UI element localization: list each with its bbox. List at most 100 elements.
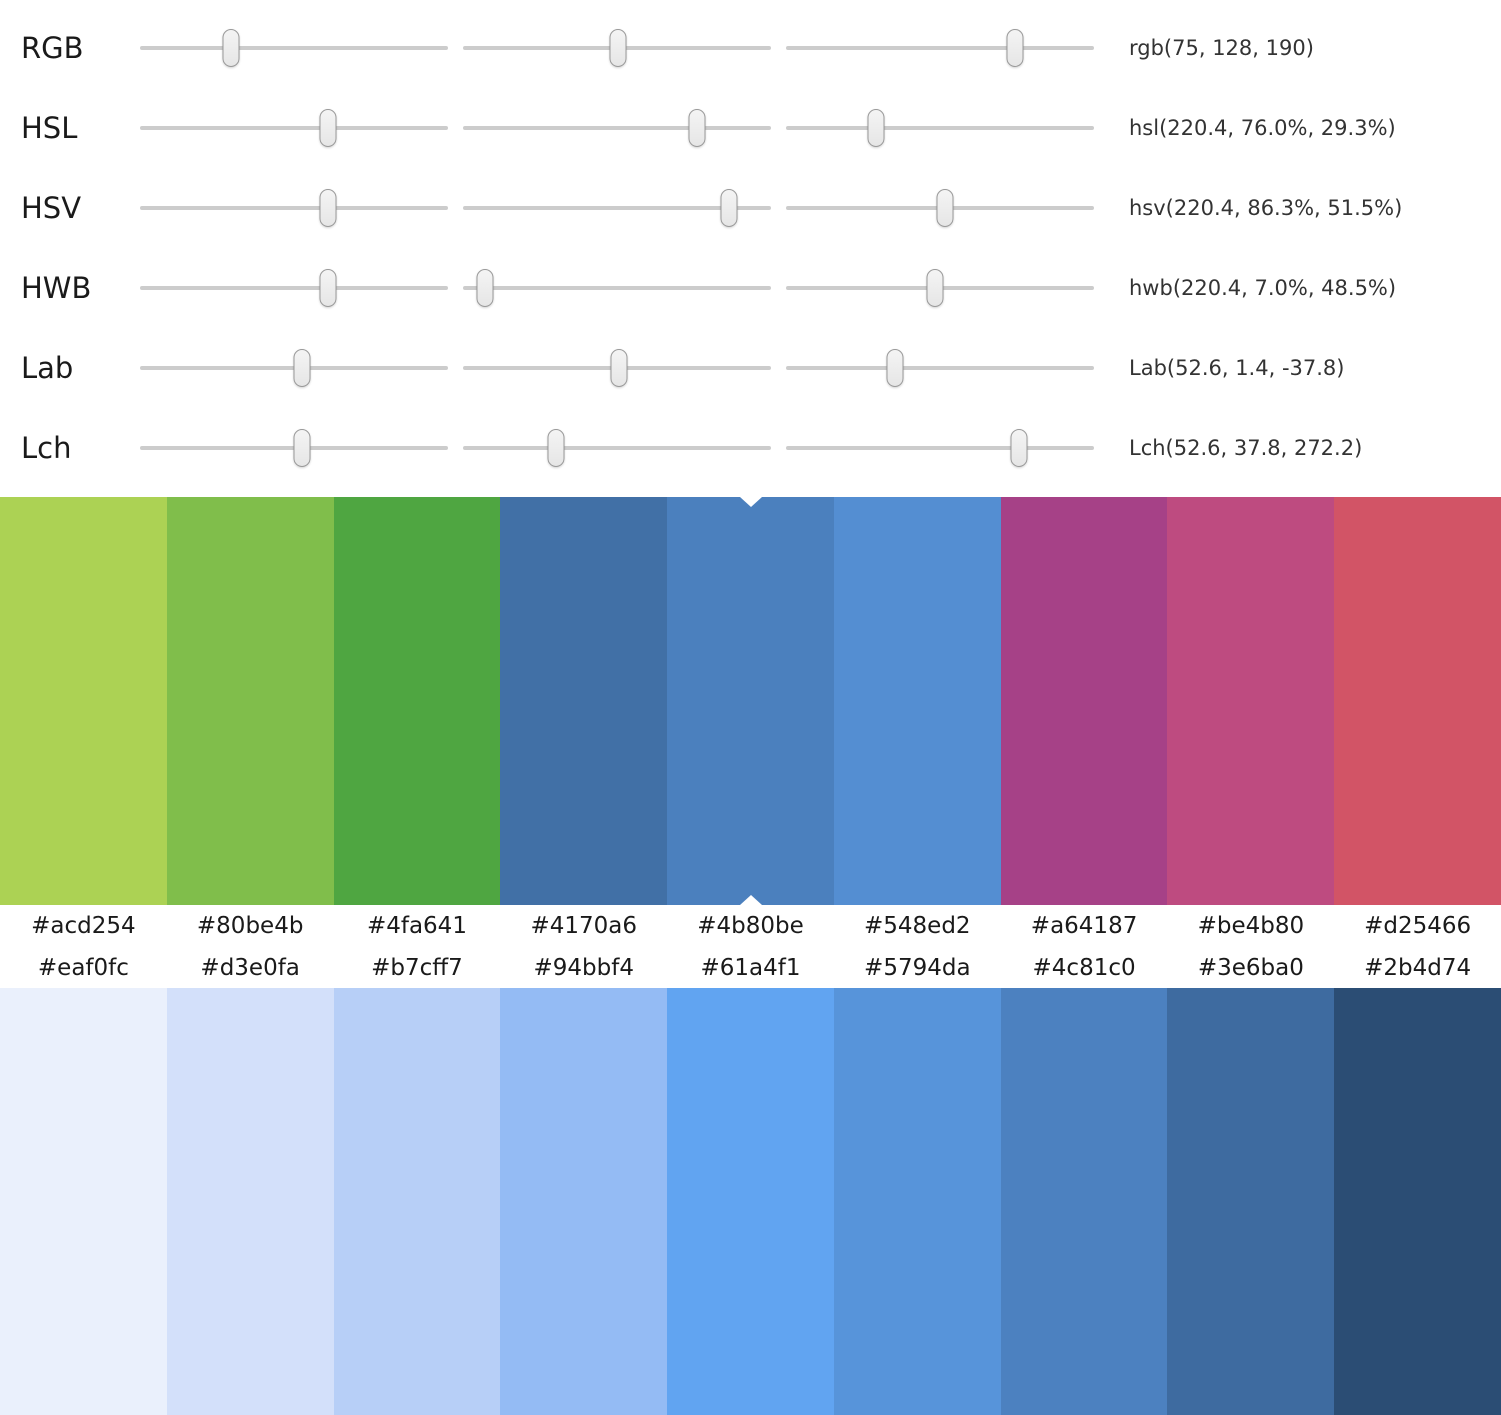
tone-swatch-7[interactable]	[1167, 988, 1335, 1415]
tone-hex-labels: #eaf0fc #d3e0fa #b7cff7 #94bbf4 #61a4f1 #5794…	[0, 947, 1501, 988]
slider-thumb[interactable]	[547, 429, 565, 467]
hue-swatch-3[interactable]	[500, 497, 668, 905]
slider-lch-channel-1[interactable]	[140, 425, 448, 471]
slider-thumb[interactable]	[720, 189, 738, 227]
slider-lab-channel-1[interactable]	[140, 345, 448, 391]
tone-swatch-8[interactable]	[1334, 988, 1501, 1415]
hex-label: #4b80be	[697, 913, 804, 939]
slider-thumb[interactable]	[293, 429, 311, 467]
slider-thumb[interactable]	[1010, 429, 1028, 467]
colorspace-label: Lch	[21, 431, 72, 465]
slider-hsl-channel-2[interactable]	[463, 105, 771, 151]
tone-palette	[0, 988, 1501, 1415]
slider-track[interactable]	[140, 286, 448, 290]
slider-hsv-channel-1[interactable]	[140, 185, 448, 231]
hex-label: #acd254	[31, 913, 136, 939]
slider-hsl-channel-1[interactable]	[140, 105, 448, 151]
slider-hwb-channel-1[interactable]	[140, 265, 448, 311]
hex-label: #4170a6	[530, 913, 637, 939]
hue-swatch-7[interactable]	[1167, 497, 1335, 905]
slider-thumb[interactable]	[688, 109, 706, 147]
slider-row-hsv: HSV hsv(220.4, 86.3%, 51.5%)	[0, 168, 1501, 248]
slider-thumb[interactable]	[1006, 29, 1024, 67]
slider-row-hsl: HSL hsl(220.4, 76.0%, 29.3%)	[0, 88, 1501, 168]
hex-label: #4fa641	[366, 913, 467, 939]
slider-thumb[interactable]	[926, 269, 944, 307]
slider-track[interactable]	[786, 126, 1094, 130]
slider-track[interactable]	[786, 366, 1094, 370]
slider-thumb[interactable]	[222, 29, 240, 67]
slider-track[interactable]	[463, 206, 771, 210]
hex-label: #d3e0fa	[200, 954, 300, 981]
hue-swatch-8[interactable]	[1334, 497, 1501, 905]
colorspace-label: HWB	[21, 271, 92, 305]
slider-thumb[interactable]	[476, 269, 494, 307]
hex-label: #b7cff7	[371, 954, 463, 981]
hue-swatch-0[interactable]	[0, 497, 167, 905]
hue-swatch-1[interactable]	[166, 497, 334, 905]
hue-hex-labels: #acd254 #80be4b #4fa641 #4170a6 #4b80be #548e…	[0, 905, 1501, 947]
slider-hsl-channel-3[interactable]	[786, 105, 1094, 151]
hex-label: #5794da	[864, 954, 971, 981]
tone-swatch-6[interactable]	[1000, 988, 1168, 1415]
slider-row-lch: Lch Lch(52.6, 37.8, 272.2)	[0, 408, 1501, 488]
color-value-text: rgb(75, 128, 190)	[1129, 36, 1314, 60]
hex-label: #94bbf4	[533, 954, 634, 981]
slider-thumb[interactable]	[936, 189, 954, 227]
hue-swatch-2[interactable]	[333, 497, 501, 905]
hex-label: #a64187	[1030, 913, 1138, 939]
hex-label: #548ed2	[864, 913, 971, 939]
colorspace-label: HSL	[21, 111, 78, 145]
slider-row-rgb: RGB rgb(75, 128, 190)	[0, 8, 1501, 88]
color-value-text: Lch(52.6, 37.8, 272.2)	[1129, 436, 1363, 460]
hex-label: #eaf0fc	[37, 954, 129, 981]
slider-thumb[interactable]	[319, 189, 337, 227]
slider-track[interactable]	[463, 286, 771, 290]
slider-track[interactable]	[140, 206, 448, 210]
slider-thumb[interactable]	[867, 109, 885, 147]
slider-thumb[interactable]	[609, 29, 627, 67]
slider-lab-channel-3[interactable]	[786, 345, 1094, 391]
slider-track[interactable]	[463, 126, 771, 130]
slider-hsv-channel-2[interactable]	[463, 185, 771, 231]
colorspace-label: Lab	[21, 351, 74, 385]
tone-swatch-2[interactable]	[333, 988, 501, 1415]
color-value-text: hsv(220.4, 86.3%, 51.5%)	[1129, 196, 1403, 220]
slider-track[interactable]	[786, 46, 1094, 50]
slider-rgb-channel-3[interactable]	[786, 25, 1094, 71]
tone-swatch-3[interactable]	[500, 988, 668, 1415]
hue-swatch-5[interactable]	[833, 497, 1001, 905]
slider-thumb[interactable]	[610, 349, 628, 387]
slider-row-lab: Lab Lab(52.6, 1.4, -37.8)	[0, 328, 1501, 408]
hex-label: #2b4d74	[1364, 954, 1472, 981]
hue-swatch-4[interactable]	[667, 497, 834, 905]
slider-rgb-channel-1[interactable]	[140, 25, 448, 71]
slider-rgb-channel-2[interactable]	[463, 25, 771, 71]
slider-thumb[interactable]	[319, 109, 337, 147]
slider-hwb-channel-2[interactable]	[463, 265, 771, 311]
slider-track[interactable]	[140, 126, 448, 130]
hue-palette	[0, 497, 1501, 905]
hex-label: #4c81c0	[1032, 954, 1136, 981]
slider-track[interactable]	[463, 446, 771, 450]
slider-thumb[interactable]	[293, 349, 311, 387]
slider-track[interactable]	[140, 46, 448, 50]
slider-lch-channel-3[interactable]	[786, 425, 1094, 471]
slider-lch-channel-2[interactable]	[463, 425, 771, 471]
slider-thumb[interactable]	[319, 269, 337, 307]
slider-thumb[interactable]	[886, 349, 904, 387]
hex-label: #d25466	[1364, 913, 1472, 939]
slider-lab-channel-2[interactable]	[463, 345, 771, 391]
hue-swatch-6[interactable]	[1000, 497, 1168, 905]
slider-hwb-channel-3[interactable]	[786, 265, 1094, 311]
slider-track[interactable]	[786, 446, 1094, 450]
tone-swatch-5[interactable]	[833, 988, 1001, 1415]
tone-swatch-4[interactable]	[667, 988, 834, 1415]
hex-label: #61a4f1	[700, 954, 801, 981]
tone-swatch-1[interactable]	[166, 988, 334, 1415]
color-sliders: RGB rgb(75, 128, 190) HSL hsl(220.4, 76.0%,…	[0, 0, 1501, 497]
tone-swatch-0[interactable]	[0, 988, 167, 1415]
color-value-text: hsl(220.4, 76.0%, 29.3%)	[1129, 116, 1396, 140]
hex-label: #be4b80	[1197, 913, 1305, 939]
slider-hsv-channel-3[interactable]	[786, 185, 1094, 231]
